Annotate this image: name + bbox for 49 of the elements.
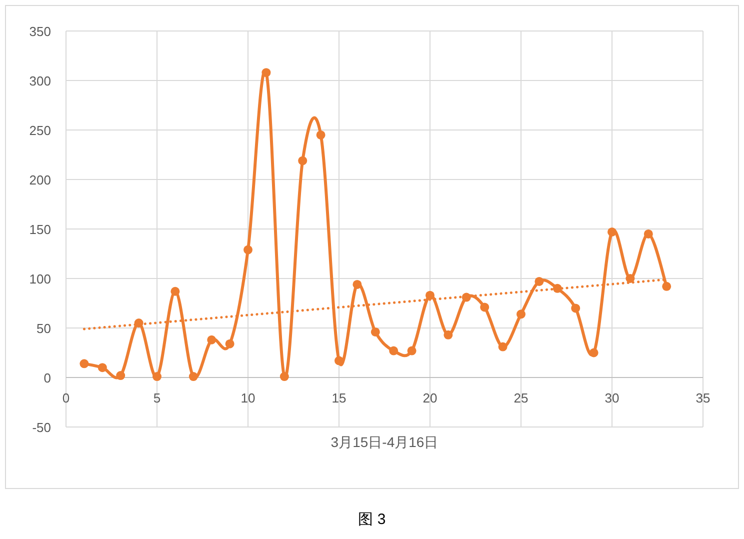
point: [498, 342, 508, 352]
y-tick-label: 100: [29, 272, 51, 286]
x-tick-label: 15: [332, 390, 346, 406]
point: [298, 156, 308, 166]
point: [152, 372, 162, 382]
point: [352, 280, 362, 289]
y-tick-label: -50: [32, 420, 51, 435]
x-tick-label: 35: [696, 390, 710, 406]
point: [170, 286, 180, 296]
point: [608, 227, 616, 236]
point: [316, 130, 326, 140]
x-axis-title: 3月15日-4月16日: [330, 434, 438, 450]
x-tick-label: 5: [153, 390, 161, 406]
point: [262, 68, 271, 78]
x-tick-label: 10: [240, 390, 256, 406]
y-tick-label: 350: [29, 24, 51, 39]
point: [188, 372, 198, 382]
y-tick-label: 0: [44, 370, 51, 386]
x-tick-label: 0: [62, 390, 70, 406]
point: [534, 276, 544, 286]
point: [480, 302, 490, 312]
point: [571, 304, 580, 313]
y-tick-label: 250: [29, 123, 51, 138]
point: [444, 330, 453, 340]
y-tick-label: 150: [29, 222, 51, 237]
point: [207, 335, 216, 344]
point: [389, 346, 398, 356]
x-tick-label: 30: [604, 390, 620, 406]
point: [662, 282, 672, 291]
point: [334, 356, 344, 366]
point: [589, 348, 598, 358]
y-tick-label: 200: [29, 172, 51, 188]
point: [280, 372, 289, 382]
point: [225, 339, 234, 348]
y-tick-label: 300: [29, 74, 51, 88]
point: [98, 363, 107, 372]
point: [426, 290, 434, 300]
y-tick-label: 50: [36, 321, 51, 336]
point: [80, 359, 89, 368]
x-tick-label: 20: [422, 390, 438, 406]
point: [644, 229, 653, 238]
point: [370, 327, 380, 336]
point: [116, 371, 126, 380]
x-tick-label: 25: [514, 390, 528, 406]
point: [407, 346, 416, 356]
caption: 图 3: [358, 511, 386, 528]
point: [516, 310, 526, 319]
point: [244, 245, 252, 254]
point: [626, 274, 635, 283]
